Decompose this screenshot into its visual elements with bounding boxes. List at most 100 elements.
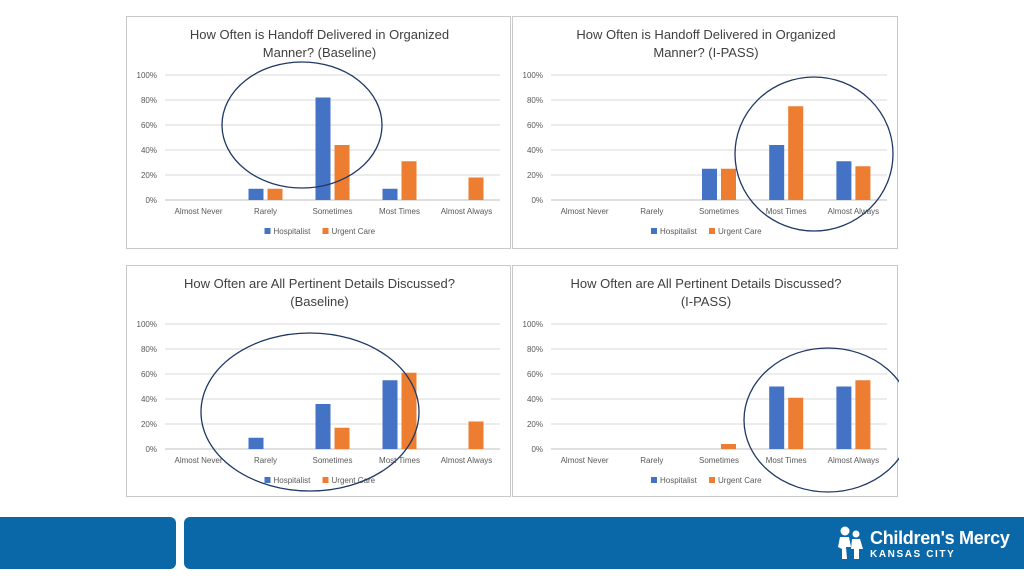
x-tick-label: Almost Always bbox=[828, 456, 880, 465]
footer-bar-left bbox=[0, 517, 176, 569]
y-tick-label: 100% bbox=[523, 71, 543, 80]
chart-title-line: How Often is Handoff Delivered in Organi… bbox=[576, 27, 835, 42]
legend-label: Hospitalist bbox=[660, 227, 698, 236]
x-tick-label: Rarely bbox=[640, 456, 663, 465]
legend-swatch bbox=[264, 228, 271, 234]
brand-name: Children's Mercy bbox=[870, 528, 1010, 548]
x-tick-label: Most Times bbox=[379, 207, 420, 216]
bar bbox=[788, 106, 804, 200]
y-tick-label: 0% bbox=[531, 445, 543, 454]
y-tick-label: 80% bbox=[527, 96, 543, 105]
legend-label: Urgent Care bbox=[718, 476, 762, 485]
bar bbox=[721, 444, 736, 449]
x-tick-label: Rarely bbox=[254, 456, 277, 465]
x-tick-label: Almost Always bbox=[441, 456, 493, 465]
legend-swatch bbox=[322, 477, 329, 483]
bar bbox=[382, 380, 398, 449]
bar bbox=[769, 386, 785, 449]
y-tick-label: 60% bbox=[527, 370, 543, 379]
legend-swatch bbox=[264, 477, 271, 483]
y-tick-label: 100% bbox=[523, 320, 543, 329]
highlight-circle bbox=[734, 76, 894, 232]
y-tick-label: 80% bbox=[141, 96, 157, 105]
x-tick-label: Almost Always bbox=[441, 207, 493, 216]
bar bbox=[401, 161, 417, 200]
y-tick-label: 100% bbox=[137, 71, 157, 80]
highlight-circle bbox=[221, 61, 383, 189]
chart: How Often are All Pertinent Details Disc… bbox=[523, 276, 899, 493]
bar bbox=[382, 188, 398, 200]
chart-title-line: (I-PASS) bbox=[681, 294, 731, 309]
legend-label: Hospitalist bbox=[274, 227, 312, 236]
y-tick-label: 100% bbox=[137, 320, 157, 329]
x-tick-label: Almost Always bbox=[828, 207, 880, 216]
y-tick-label: 40% bbox=[141, 395, 157, 404]
legend-label: Urgent Care bbox=[332, 227, 376, 236]
children-figure-icon bbox=[838, 526, 863, 559]
chart: How Often is Handoff Delivered in Organi… bbox=[137, 27, 500, 236]
chart: How Often are All Pertinent Details Disc… bbox=[137, 276, 500, 492]
bar bbox=[315, 404, 331, 449]
x-tick-label: Almost Never bbox=[561, 207, 609, 216]
y-tick-label: 40% bbox=[527, 395, 543, 404]
chart-panel-handoff-ipass: How Often is Handoff Delivered in Organi… bbox=[512, 16, 898, 249]
y-tick-label: 20% bbox=[141, 171, 157, 180]
bar bbox=[315, 97, 331, 200]
legend-swatch bbox=[709, 477, 715, 483]
bar bbox=[769, 145, 785, 200]
x-tick-label: Sometimes bbox=[312, 456, 352, 465]
bar bbox=[721, 168, 736, 200]
x-tick-label: Sometimes bbox=[699, 207, 739, 216]
bar bbox=[248, 188, 264, 200]
chart-title-line: How Often are All Pertinent Details Disc… bbox=[571, 276, 842, 291]
legend-label: Urgent Care bbox=[718, 227, 762, 236]
x-tick-label: Rarely bbox=[254, 207, 277, 216]
x-tick-label: Most Times bbox=[766, 456, 807, 465]
chart-panel-details-baseline: How Often are All Pertinent Details Disc… bbox=[126, 265, 511, 497]
x-tick-label: Almost Never bbox=[561, 456, 609, 465]
bar bbox=[401, 372, 417, 449]
bar bbox=[248, 437, 264, 449]
legend-label: Hospitalist bbox=[274, 476, 312, 485]
bar bbox=[702, 168, 717, 200]
chart-title-line: Manner? (Baseline) bbox=[263, 45, 376, 60]
x-tick-label: Sometimes bbox=[312, 207, 352, 216]
bar bbox=[836, 386, 852, 449]
x-tick-label: Rarely bbox=[640, 207, 663, 216]
y-tick-label: 60% bbox=[141, 121, 157, 130]
x-tick-label: Sometimes bbox=[699, 456, 739, 465]
bar bbox=[267, 188, 283, 200]
x-tick-label: Most Times bbox=[766, 207, 807, 216]
footer-bar-right bbox=[184, 517, 1024, 569]
legend-label: Urgent Care bbox=[332, 476, 376, 485]
y-tick-label: 80% bbox=[527, 345, 543, 354]
chart-title-line: Manner? (I-PASS) bbox=[653, 45, 758, 60]
bar bbox=[334, 427, 350, 449]
brand-city: KANSAS CITY bbox=[870, 549, 956, 560]
x-tick-label: Most Times bbox=[379, 456, 420, 465]
bar bbox=[468, 177, 484, 200]
bar bbox=[855, 380, 871, 449]
bar bbox=[836, 161, 852, 200]
y-tick-label: 0% bbox=[145, 196, 157, 205]
legend-swatch bbox=[322, 228, 329, 234]
y-tick-label: 60% bbox=[527, 121, 543, 130]
childrens-mercy-logo: Children's Mercy KANSAS CITY bbox=[834, 522, 1014, 564]
chart: How Often is Handoff Delivered in Organi… bbox=[523, 27, 894, 236]
chart-title-line: How Often is Handoff Delivered in Organi… bbox=[190, 27, 449, 42]
y-tick-label: 40% bbox=[527, 146, 543, 155]
x-tick-label: Almost Never bbox=[174, 456, 222, 465]
y-tick-label: 20% bbox=[527, 171, 543, 180]
y-tick-label: 20% bbox=[527, 420, 543, 429]
chart-panel-details-ipass: How Often are All Pertinent Details Disc… bbox=[512, 265, 899, 497]
y-tick-label: 80% bbox=[141, 345, 157, 354]
chart-panel-handoff-baseline: How Often is Handoff Delivered in Organi… bbox=[126, 16, 511, 249]
legend-swatch bbox=[709, 228, 715, 234]
highlight-circle bbox=[743, 347, 899, 493]
legend-swatch bbox=[651, 477, 657, 483]
chart-title-line: How Often are All Pertinent Details Disc… bbox=[184, 276, 455, 291]
y-tick-label: 0% bbox=[145, 445, 157, 454]
legend-label: Hospitalist bbox=[660, 476, 698, 485]
x-tick-label: Almost Never bbox=[174, 207, 222, 216]
highlight-circle bbox=[200, 332, 420, 492]
